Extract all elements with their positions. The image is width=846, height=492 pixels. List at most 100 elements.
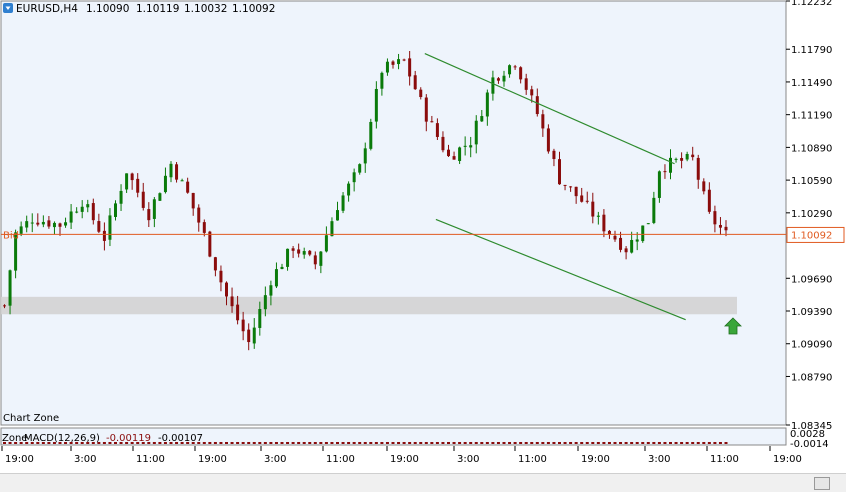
- candle-body: [330, 221, 334, 237]
- macd-histogram-bar: [635, 442, 639, 444]
- candle-body: [230, 296, 234, 307]
- candle-body: [130, 173, 134, 181]
- macd-histogram-bar: [308, 442, 312, 444]
- macd-histogram-bar: [258, 442, 262, 444]
- macd-histogram-bar: [247, 442, 251, 444]
- time-axis-label: 19:00: [581, 454, 610, 465]
- candle-body: [635, 239, 639, 242]
- symbol-timeframe: EURUSD,H4: [16, 3, 78, 15]
- time-axis-label: 3:00: [74, 454, 96, 465]
- candle-body: [119, 190, 123, 204]
- time-axis-label: 19:00: [773, 454, 802, 465]
- candle-body: [197, 207, 201, 223]
- high-price: 1.10119: [136, 3, 179, 15]
- macd-histogram-bar: [269, 442, 273, 444]
- candle-body: [136, 178, 140, 193]
- time-axis-label: 3:00: [264, 454, 286, 465]
- time-axis-label: 11:00: [710, 454, 739, 465]
- chart-canvas[interactable]: 1.12232 1.11790 1.11490 1.11190 1.10890 1.105…: [0, 0, 846, 473]
- macd-histogram-bar: [402, 442, 406, 444]
- macd-histogram-bar: [707, 442, 711, 444]
- candle-body: [574, 186, 578, 197]
- macd-histogram-bar: [591, 442, 595, 444]
- time-axis-label: 3:00: [648, 454, 670, 465]
- macd-histogram-bar: [147, 442, 151, 444]
- candle-body: [141, 191, 145, 208]
- candle-body: [36, 222, 40, 225]
- candle-body: [169, 163, 173, 178]
- macd-indicator-name: MACD(12,26,9): [24, 433, 100, 444]
- macd-histogram-bar: [519, 442, 523, 444]
- candle-body: [302, 251, 306, 255]
- buy-arrow-icon[interactable]: [724, 317, 742, 335]
- macd-histogram-bar: [480, 442, 484, 444]
- candle-body: [602, 214, 606, 232]
- indicator-zone-label: Zone: [2, 433, 27, 444]
- candle-body: [341, 195, 345, 211]
- candle-body: [607, 230, 611, 235]
- price-axis-label: 1.08345: [791, 421, 832, 432]
- macd-histogram-bar: [397, 442, 401, 444]
- macd-histogram-bar: [508, 442, 512, 444]
- macd-histogram-bar: [496, 442, 500, 444]
- open-price: 1.10090: [86, 3, 129, 15]
- candle-body: [252, 327, 256, 344]
- time-axis-label: 19:00: [198, 454, 227, 465]
- macd-histogram-bar: [513, 442, 517, 444]
- candle-body: [385, 61, 389, 73]
- horizontal-scrollbar[interactable]: [0, 473, 846, 492]
- macd-histogram-bar: [563, 442, 567, 444]
- candle-body: [180, 180, 184, 182]
- candle-body: [58, 223, 62, 227]
- candle-body: [596, 215, 600, 217]
- macd-histogram-bar: [302, 442, 306, 444]
- candle-body: [441, 136, 445, 151]
- candle-body: [291, 248, 295, 251]
- scrollbar-thumb[interactable]: [814, 477, 830, 490]
- candle-body: [402, 59, 406, 61]
- time-axis-label: 3:00: [457, 454, 479, 465]
- candle-body: [524, 78, 528, 90]
- time-axis-label: 11:00: [136, 454, 165, 465]
- macd-histogram-bar: [80, 442, 84, 444]
- candle-body: [102, 230, 106, 241]
- macd-histogram-bar: [280, 442, 284, 444]
- candle-body: [669, 157, 672, 173]
- candle-body: [424, 97, 428, 122]
- candle-body: [125, 173, 129, 190]
- macd-histogram-bar: [97, 442, 101, 444]
- price-axis-label: 1.11190: [791, 111, 832, 122]
- candle-body: [413, 75, 417, 90]
- candle-body: [513, 66, 517, 68]
- candle-body: [419, 89, 423, 98]
- macd-histogram-bar: [25, 442, 29, 444]
- candle-body: [691, 154, 695, 158]
- macd-histogram-bar: [202, 442, 206, 444]
- candle-body: [558, 159, 561, 185]
- macd-histogram-bar: [313, 442, 317, 444]
- macd-histogram-bar: [630, 442, 634, 444]
- macd-histogram-bar: [75, 442, 79, 444]
- macd-histogram-bar: [30, 442, 34, 444]
- candle-body: [591, 201, 595, 217]
- candle-body: [397, 59, 401, 65]
- candle-body: [369, 121, 373, 149]
- candle-body: [163, 175, 167, 193]
- price-axis-label: 1.11490: [791, 78, 832, 89]
- macd-histogram-bar: [141, 442, 145, 444]
- macd-histogram-bar: [680, 442, 684, 444]
- macd-histogram-bar: [241, 442, 245, 444]
- macd-histogram-bar: [485, 442, 489, 444]
- candle-body: [269, 285, 273, 296]
- price-axis-label: 1.08790: [791, 372, 832, 383]
- macd-histogram-bar: [474, 442, 478, 444]
- macd-histogram-bar: [458, 442, 462, 444]
- macd-histogram-bar: [391, 442, 395, 444]
- macd-histogram-bar: [463, 442, 467, 444]
- indicator-plot-area[interactable]: [0, 427, 787, 446]
- candle-body: [219, 270, 223, 283]
- time-axis-label: 11:00: [518, 454, 547, 465]
- macd-histogram-bar: [213, 442, 217, 444]
- price-axis-label: 1.10890: [791, 143, 832, 154]
